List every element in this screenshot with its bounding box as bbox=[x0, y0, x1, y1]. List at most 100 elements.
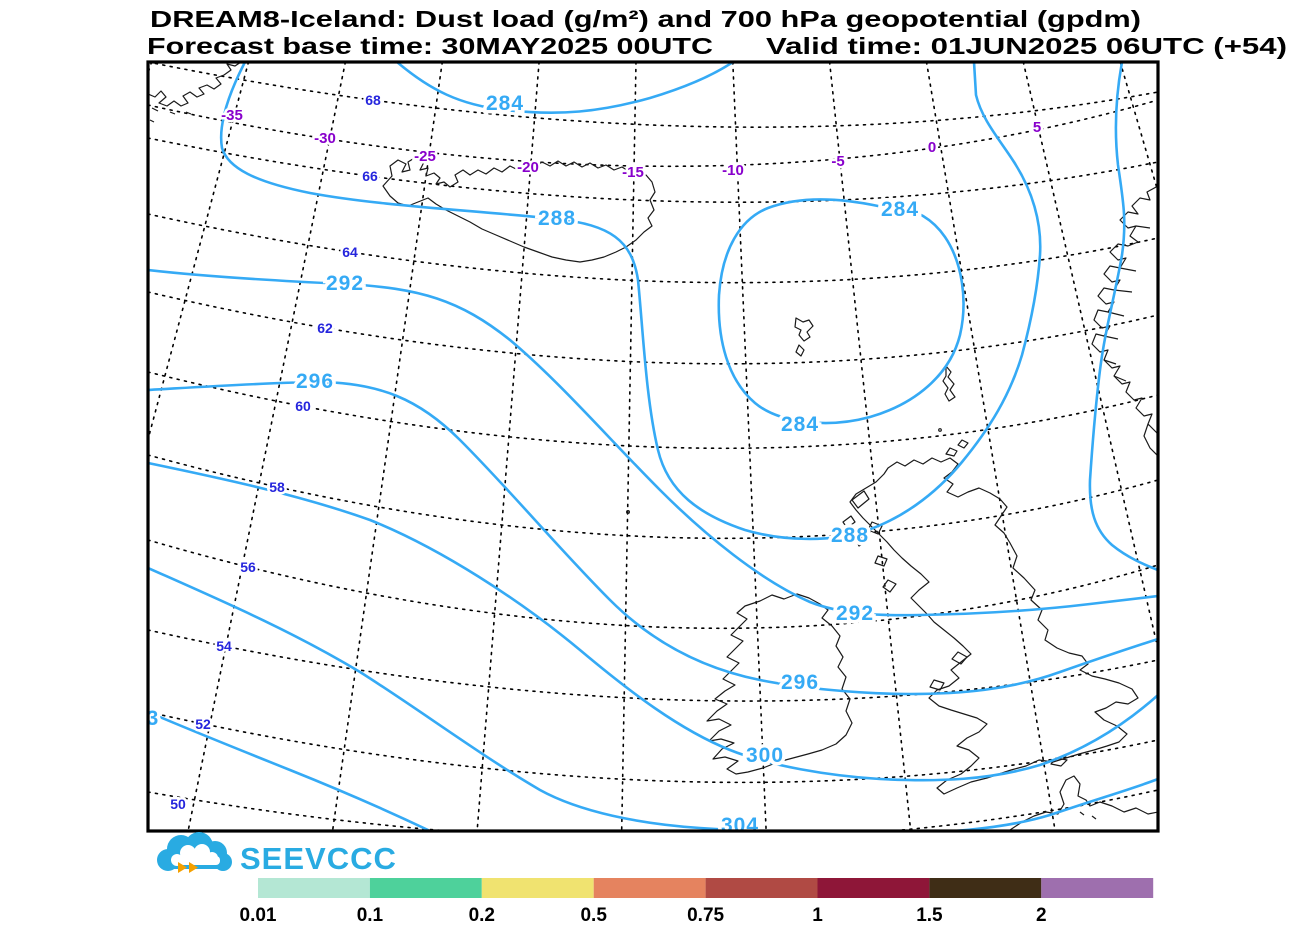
legend-swatch bbox=[817, 878, 930, 898]
arrow-chevrons-icon bbox=[178, 862, 198, 873]
longitude-labels: -35 -30 -25 -20 -15 -10 -5 0 5 bbox=[219, 105, 1044, 184]
contour-284-west bbox=[396, 63, 734, 114]
coast-orkney bbox=[945, 439, 969, 457]
parallel bbox=[149, 99, 1157, 168]
geopotential-contours bbox=[149, 63, 1157, 830]
lon-label: -25 bbox=[414, 148, 436, 165]
lat-label: 58 bbox=[269, 479, 285, 495]
lon-label: 0 bbox=[928, 139, 936, 156]
contour-308 bbox=[149, 711, 430, 830]
legend-swatch bbox=[593, 878, 706, 898]
lon-label: -5 bbox=[831, 153, 844, 170]
parallel bbox=[149, 291, 1157, 365]
legend-tick: 0.1 bbox=[357, 905, 384, 925]
forecast-base-time: Forecast base time: 30MAY2025 00UTC bbox=[147, 33, 713, 59]
coast-shetland bbox=[942, 365, 956, 402]
legend-tick: 0.01 bbox=[240, 905, 277, 925]
lat-label: 52 bbox=[195, 716, 211, 732]
parallel bbox=[149, 371, 1157, 450]
lat-label: 50 bbox=[170, 796, 186, 812]
legend-tick: 1 bbox=[812, 905, 823, 925]
parallel bbox=[149, 629, 1157, 702]
contour-284-faroe-loop bbox=[717, 198, 965, 425]
logo-text: SEEVCCC bbox=[240, 841, 397, 876]
parallel bbox=[149, 711, 1157, 784]
coast-britain bbox=[849, 457, 1139, 795]
contour-label: 292 bbox=[836, 602, 874, 625]
meridian bbox=[187, 63, 346, 830]
contour-284-norway bbox=[1088, 63, 1157, 571]
graticule bbox=[149, 63, 1157, 830]
valid-time: Valid time: 01JUN2025 06UTC (+54) bbox=[766, 33, 1287, 59]
coast-islet bbox=[625, 510, 630, 515]
parallel bbox=[149, 789, 1157, 830]
coast-ireland bbox=[706, 593, 853, 775]
meridian bbox=[149, 63, 152, 71]
contour-300 bbox=[149, 461, 1157, 782]
meridian bbox=[732, 63, 767, 830]
contour-292 bbox=[149, 268, 1157, 617]
parallel bbox=[149, 213, 1157, 284]
meridian bbox=[828, 63, 912, 830]
coast-greenland bbox=[149, 63, 240, 107]
legend-swatch bbox=[258, 878, 370, 898]
latitude-labels: 68 66 64 62 60 58 56 54 52 50 bbox=[168, 90, 384, 815]
contour-label: 288 bbox=[831, 524, 869, 547]
contour-label: 304 bbox=[721, 814, 759, 837]
legend-swatch bbox=[929, 878, 1042, 898]
parallel bbox=[149, 137, 1157, 203]
contour-label: 284 bbox=[781, 413, 819, 436]
coast-man-anglesey-wight bbox=[929, 651, 1068, 767]
meridian bbox=[925, 63, 1056, 830]
lon-label: -20 bbox=[517, 159, 539, 176]
lat-label: 66 bbox=[362, 168, 378, 184]
meridian bbox=[331, 63, 443, 830]
dust-load-legend: 0.01 0.1 0.2 0.5 0.75 1 1.5 2 bbox=[240, 878, 1154, 925]
map-frame bbox=[146, 60, 1160, 833]
legend-swatch bbox=[481, 878, 594, 898]
lat-label: 60 bbox=[295, 398, 311, 414]
parallel bbox=[151, 63, 1157, 128]
legend-tick: 1.5 bbox=[916, 905, 943, 925]
meridian bbox=[476, 63, 540, 830]
coast-norway bbox=[1091, 186, 1157, 456]
coast-islet bbox=[938, 428, 942, 432]
lat-label: 64 bbox=[342, 244, 358, 260]
contour-304 bbox=[149, 567, 1157, 830]
contour-label: 296 bbox=[296, 370, 334, 393]
coast-norway-fjords bbox=[1103, 225, 1151, 382]
contour-label: 284 bbox=[486, 92, 524, 115]
parallel bbox=[149, 539, 1157, 630]
coast-faroe bbox=[794, 317, 814, 357]
lat-label: 62 bbox=[317, 320, 333, 336]
lon-label: -10 bbox=[722, 162, 744, 179]
seevccc-logo: SEEVCCC bbox=[157, 832, 397, 876]
lon-label: -35 bbox=[221, 107, 243, 124]
legend-swatch bbox=[369, 878, 482, 898]
contour-296 bbox=[149, 380, 1157, 696]
coast-iceland bbox=[382, 156, 656, 263]
lat-label: 68 bbox=[365, 92, 381, 108]
map-title: DREAM8-Iceland: Dust load (g/m²) and 700… bbox=[150, 6, 1141, 32]
lon-label: 5 bbox=[1033, 119, 1041, 136]
meridian bbox=[620, 63, 637, 830]
legend-swatch bbox=[1041, 878, 1154, 898]
meridian bbox=[1022, 63, 1157, 647]
coast-greenland-islets bbox=[149, 107, 192, 123]
legend-swatch bbox=[705, 878, 818, 898]
lon-label: -30 bbox=[314, 130, 336, 147]
contour-label: 292 bbox=[326, 272, 364, 295]
coast-france bbox=[1009, 775, 1157, 830]
coast-channel-islands bbox=[1079, 811, 1097, 820]
legend-tick: 0.2 bbox=[469, 905, 495, 925]
meridian bbox=[1119, 63, 1157, 190]
legend-tick: 0.5 bbox=[580, 905, 607, 925]
coast-hebrides bbox=[842, 490, 897, 593]
contour-label: 300 bbox=[746, 744, 784, 767]
contour-label: 296 bbox=[781, 671, 819, 694]
contour-label: 284 bbox=[881, 198, 919, 221]
lat-label: 54 bbox=[216, 638, 232, 654]
legend-tick: 0.75 bbox=[687, 905, 724, 925]
